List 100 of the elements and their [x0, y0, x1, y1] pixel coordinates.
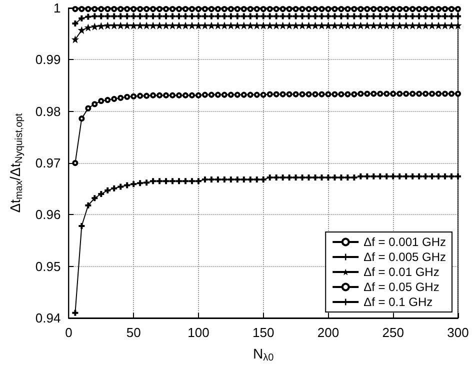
point: [266, 174, 273, 180]
point: [137, 180, 144, 186]
point: [266, 91, 273, 98]
point: [124, 94, 130, 100]
point: [208, 176, 214, 183]
point: [448, 13, 455, 20]
point: [338, 6, 344, 12]
point: [422, 6, 429, 12]
y-tick-label: 0.97: [35, 156, 61, 170]
point: [358, 173, 364, 180]
point: [377, 13, 384, 20]
x-tick-label: 200: [317, 325, 340, 340]
point: [72, 310, 78, 316]
point: [416, 13, 422, 20]
point: [156, 13, 163, 20]
point: [429, 173, 436, 180]
point: [214, 176, 221, 183]
point: [85, 6, 92, 12]
point: [208, 13, 214, 20]
point: [299, 174, 306, 180]
point: [312, 91, 318, 98]
point: [144, 6, 150, 12]
point: [377, 173, 384, 180]
point: [396, 13, 403, 20]
point: [170, 92, 176, 98]
point: [176, 178, 182, 184]
point: [111, 13, 118, 20]
point: [182, 6, 188, 12]
point: [318, 91, 325, 98]
point: [188, 13, 195, 20]
point: [260, 6, 266, 12]
point: [130, 6, 137, 12]
point: [182, 13, 188, 20]
point: [390, 13, 396, 20]
point: [384, 13, 390, 20]
point: [384, 90, 390, 97]
point: [390, 173, 396, 180]
point: [240, 6, 247, 12]
point: [118, 13, 124, 20]
point: [176, 92, 182, 98]
point: [182, 178, 188, 184]
point: [377, 6, 384, 12]
point: [124, 13, 130, 20]
point: [195, 178, 202, 184]
point: [436, 90, 442, 97]
point: [130, 93, 137, 100]
point: [280, 6, 286, 12]
point: [254, 92, 260, 98]
point: [130, 13, 137, 20]
point: [228, 92, 234, 98]
point: [390, 90, 396, 97]
point: [332, 174, 338, 180]
point: [351, 13, 358, 20]
point: [163, 178, 170, 184]
point: [221, 6, 228, 12]
point: [410, 6, 416, 12]
point: [344, 91, 351, 98]
point: [214, 13, 221, 20]
point: [312, 6, 318, 12]
point: [72, 20, 78, 26]
point: [98, 191, 104, 197]
point: [410, 90, 416, 97]
point: [403, 173, 410, 180]
point: [195, 13, 202, 20]
point: [312, 13, 318, 20]
point: [422, 173, 429, 180]
point: [364, 173, 370, 180]
y-tick-label: 0.94: [35, 310, 61, 326]
point: [332, 13, 338, 20]
point: [234, 6, 240, 12]
point: [208, 6, 214, 12]
point: [228, 13, 234, 20]
x-tick-label: 100: [188, 325, 210, 340]
x-tick-label: 150: [252, 325, 274, 340]
point: [280, 13, 286, 20]
point: [448, 90, 455, 97]
point: [266, 13, 273, 20]
point: [273, 91, 280, 98]
x-tick-label: 250: [382, 325, 404, 340]
point: [299, 91, 306, 98]
point: [436, 13, 442, 20]
point: [377, 90, 384, 97]
point: [280, 91, 286, 98]
point: [104, 6, 111, 12]
point: [260, 92, 266, 98]
point: [228, 176, 234, 183]
y-tick-label: 0.98: [35, 104, 61, 119]
point: [118, 6, 124, 12]
point: [344, 13, 351, 20]
point: [137, 13, 144, 20]
point: [338, 13, 344, 20]
point: [338, 174, 344, 180]
point: [240, 92, 247, 98]
point: [85, 14, 92, 20]
point: [156, 92, 163, 98]
point: [370, 6, 377, 12]
point: [318, 6, 325, 12]
point: [144, 180, 150, 186]
point: [286, 6, 292, 12]
point: [240, 176, 247, 183]
